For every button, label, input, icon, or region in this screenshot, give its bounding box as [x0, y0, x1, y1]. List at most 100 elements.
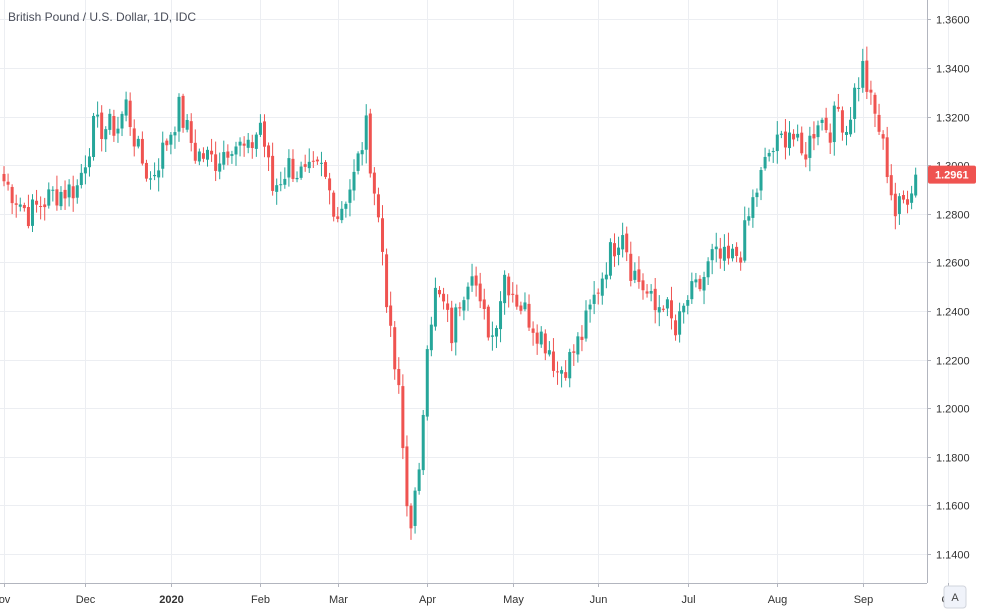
candle-body	[299, 166, 303, 178]
candle	[547, 341, 551, 357]
candle	[234, 141, 238, 166]
candle	[405, 435, 409, 517]
x-tick-label: Jul	[681, 594, 695, 606]
candle-body	[519, 305, 523, 311]
candle-body	[759, 170, 763, 191]
candle	[120, 111, 124, 137]
candle	[100, 105, 104, 152]
candle-body	[674, 320, 678, 336]
candle	[104, 126, 108, 153]
candle	[494, 325, 498, 349]
candle-body	[906, 199, 910, 205]
price-axis[interactable]: 1.36001.34001.32001.30001.28001.26001.24…	[927, 15, 970, 562]
candle-body	[893, 193, 897, 217]
candle-body	[617, 247, 621, 255]
candle	[869, 80, 873, 105]
candle-body	[572, 351, 576, 353]
candle	[572, 344, 576, 366]
candle-body	[861, 61, 865, 88]
candle	[539, 326, 543, 348]
candle	[739, 251, 743, 271]
candle	[889, 164, 893, 201]
candle-body	[385, 254, 389, 308]
candle-body	[340, 208, 344, 221]
candle-body	[788, 132, 792, 149]
y-tick-label: 1.3600	[936, 15, 970, 27]
candle	[214, 141, 218, 182]
candle	[865, 46, 869, 100]
candle	[291, 149, 295, 183]
candle-body	[83, 167, 87, 174]
candle-body	[79, 172, 83, 186]
candle-body	[193, 142, 197, 161]
candle-body	[800, 132, 804, 154]
candle	[79, 164, 83, 189]
candle	[6, 173, 10, 191]
x-tick-label: Dec	[76, 594, 96, 606]
candle-body	[120, 113, 124, 129]
x-tick-label: Aug	[768, 594, 788, 606]
candle	[425, 345, 429, 421]
candle	[499, 291, 503, 343]
candle	[197, 148, 201, 166]
candle	[364, 104, 368, 164]
candle	[568, 348, 572, 388]
candle	[551, 338, 555, 378]
candle	[157, 158, 161, 192]
candle	[96, 101, 100, 128]
candle	[808, 126, 812, 172]
candle-body	[812, 134, 816, 139]
candle-body	[59, 191, 63, 207]
candle	[413, 487, 417, 534]
candle	[246, 132, 250, 154]
candle-body	[429, 324, 433, 351]
candle-body	[153, 174, 157, 177]
candle-body	[503, 274, 507, 304]
candle	[71, 175, 75, 212]
candle	[161, 131, 165, 178]
candle	[450, 300, 454, 352]
candle-body	[2, 173, 6, 182]
candle	[613, 233, 616, 267]
candle	[901, 190, 905, 204]
candle-body	[576, 336, 580, 355]
candle-body	[381, 218, 385, 252]
candle-body	[210, 150, 214, 155]
candle	[51, 186, 55, 202]
candle-body	[149, 178, 153, 180]
candle-body	[877, 114, 881, 132]
candle	[885, 126, 889, 184]
candle	[299, 161, 303, 180]
candle	[144, 159, 148, 182]
candle-body	[641, 280, 645, 291]
candle	[507, 273, 511, 308]
candle-body	[865, 60, 869, 92]
candle	[625, 226, 629, 262]
candle-body	[18, 204, 22, 207]
candle-body	[844, 131, 848, 135]
candle-body	[433, 287, 437, 327]
candle	[165, 138, 169, 151]
candle-body	[613, 243, 616, 257]
candle	[417, 462, 421, 495]
candle-body	[751, 197, 755, 218]
candle-body	[458, 307, 462, 309]
candle	[674, 314, 678, 341]
candle-body	[661, 308, 665, 310]
candle	[881, 130, 885, 150]
candle	[824, 107, 828, 133]
candle	[132, 119, 136, 157]
candle-body	[283, 178, 287, 185]
candle	[873, 92, 877, 128]
candle	[645, 284, 649, 298]
candle-body	[849, 119, 853, 135]
candle	[718, 237, 722, 269]
candle	[759, 166, 763, 201]
auto-scale-button[interactable]: A	[943, 585, 967, 609]
candle-body	[511, 293, 515, 295]
x-tick-label: Jun	[590, 594, 608, 606]
last-price-text: 1.2961	[935, 170, 969, 182]
time-axis[interactable]: ovDec2020FebMarAprMayJunJulAugSepOc	[0, 583, 956, 606]
